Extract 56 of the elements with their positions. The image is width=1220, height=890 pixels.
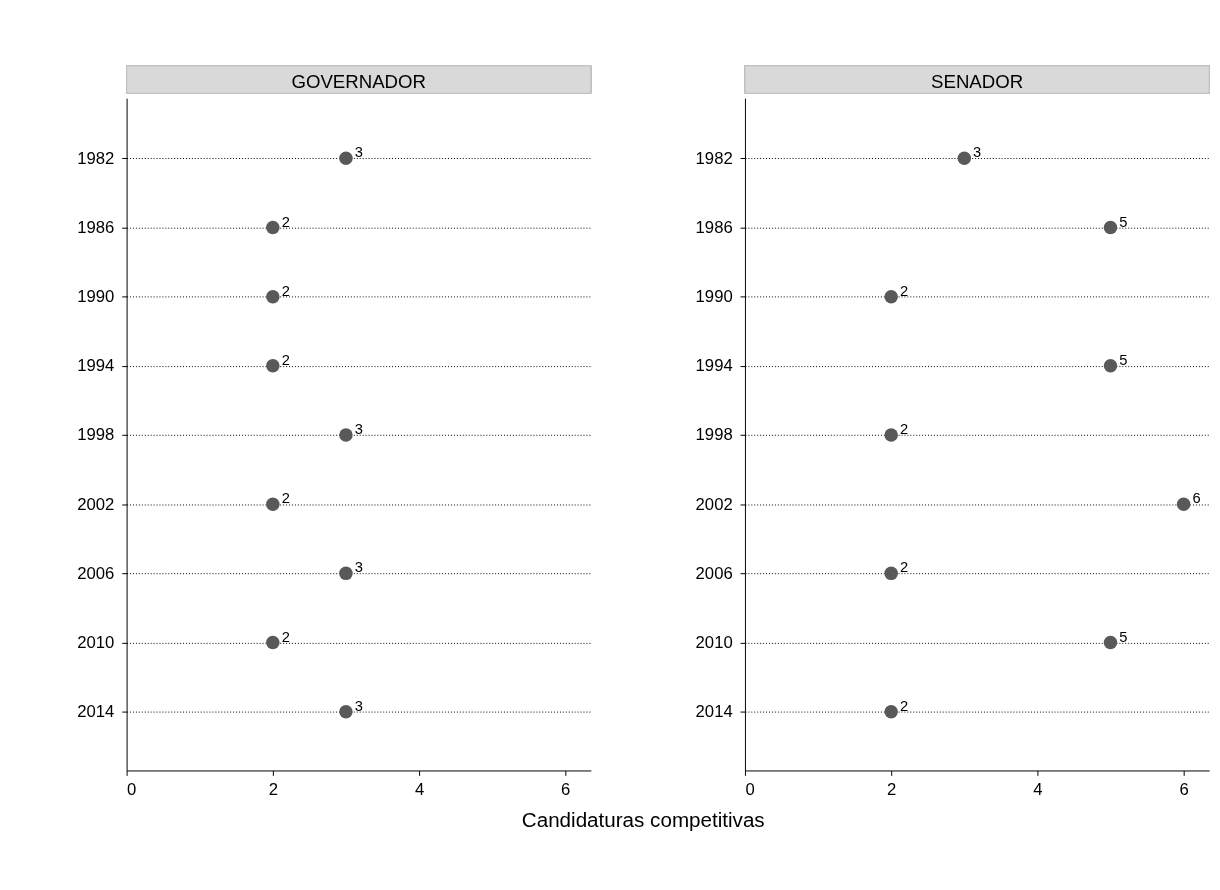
data-label: 2 — [900, 421, 909, 438]
data-label: 3 — [354, 144, 363, 161]
y-tick-label: 1982 — [77, 148, 115, 168]
y-tick-label: 2010 — [695, 632, 733, 652]
point — [1103, 359, 1118, 373]
y-tick-label: 1994 — [77, 356, 115, 376]
x-tick-label: 6 — [561, 779, 571, 799]
point — [884, 289, 898, 304]
y-tick-label: 2002 — [77, 494, 115, 514]
y-tick-label: 2010 — [77, 632, 115, 652]
chart-title: SENADOR — [931, 70, 1024, 92]
y-tick-label: 1990 — [77, 287, 115, 307]
y-tick-label: 1986 — [695, 217, 733, 237]
data-label: 2 — [900, 697, 909, 714]
data-label: 3 — [973, 144, 982, 161]
data-label: 5 — [1119, 628, 1128, 645]
y-tick-label: 2014 — [77, 702, 115, 722]
y-tick-label: 1982 — [695, 148, 733, 168]
chart-title: GOVERNADOR — [291, 70, 426, 92]
y-tick-label: 1994 — [695, 356, 733, 376]
data-label: 6 — [1192, 490, 1201, 507]
y-tick-label: 1998 — [77, 425, 115, 445]
x-tick-label: 4 — [414, 779, 425, 799]
y-tick-label: 1990 — [695, 287, 733, 307]
data-label: 3 — [354, 559, 363, 576]
x-tick-label: 6 — [1179, 779, 1189, 799]
point — [884, 428, 898, 442]
data-label: 5 — [1119, 351, 1128, 368]
data-label: 2 — [281, 282, 290, 299]
point — [884, 566, 898, 581]
data-label: 2 — [281, 628, 290, 645]
data-label: 2 — [281, 490, 290, 507]
point — [1103, 635, 1118, 650]
point — [884, 704, 898, 719]
data-label: 2 — [281, 213, 290, 230]
data-label: 3 — [354, 697, 363, 714]
point — [957, 151, 972, 166]
y-tick-label: 2006 — [695, 563, 733, 583]
y-tick-label: 1986 — [77, 217, 115, 237]
point — [1176, 497, 1191, 511]
data-label: 3 — [354, 421, 363, 438]
y-tick-label: 2006 — [77, 563, 115, 583]
y-tick-label: 2002 — [695, 494, 733, 514]
data-label: 2 — [900, 282, 909, 299]
data-label: 2 — [900, 559, 909, 576]
y-tick-label: 2014 — [695, 702, 733, 722]
x-tick-label: 2 — [887, 779, 897, 799]
x-tick-label: 0 — [745, 779, 755, 799]
point — [1103, 220, 1118, 235]
x-tick-label: 2 — [268, 779, 278, 799]
x-tick-label: 4 — [1033, 779, 1043, 799]
data-label: 2 — [281, 351, 290, 368]
x-tick-label: 0 — [127, 779, 137, 799]
y-tick-label: 1998 — [695, 425, 733, 445]
x-axis-title: Candidaturas competitivas — [521, 808, 765, 832]
data-label: 5 — [1119, 213, 1128, 230]
